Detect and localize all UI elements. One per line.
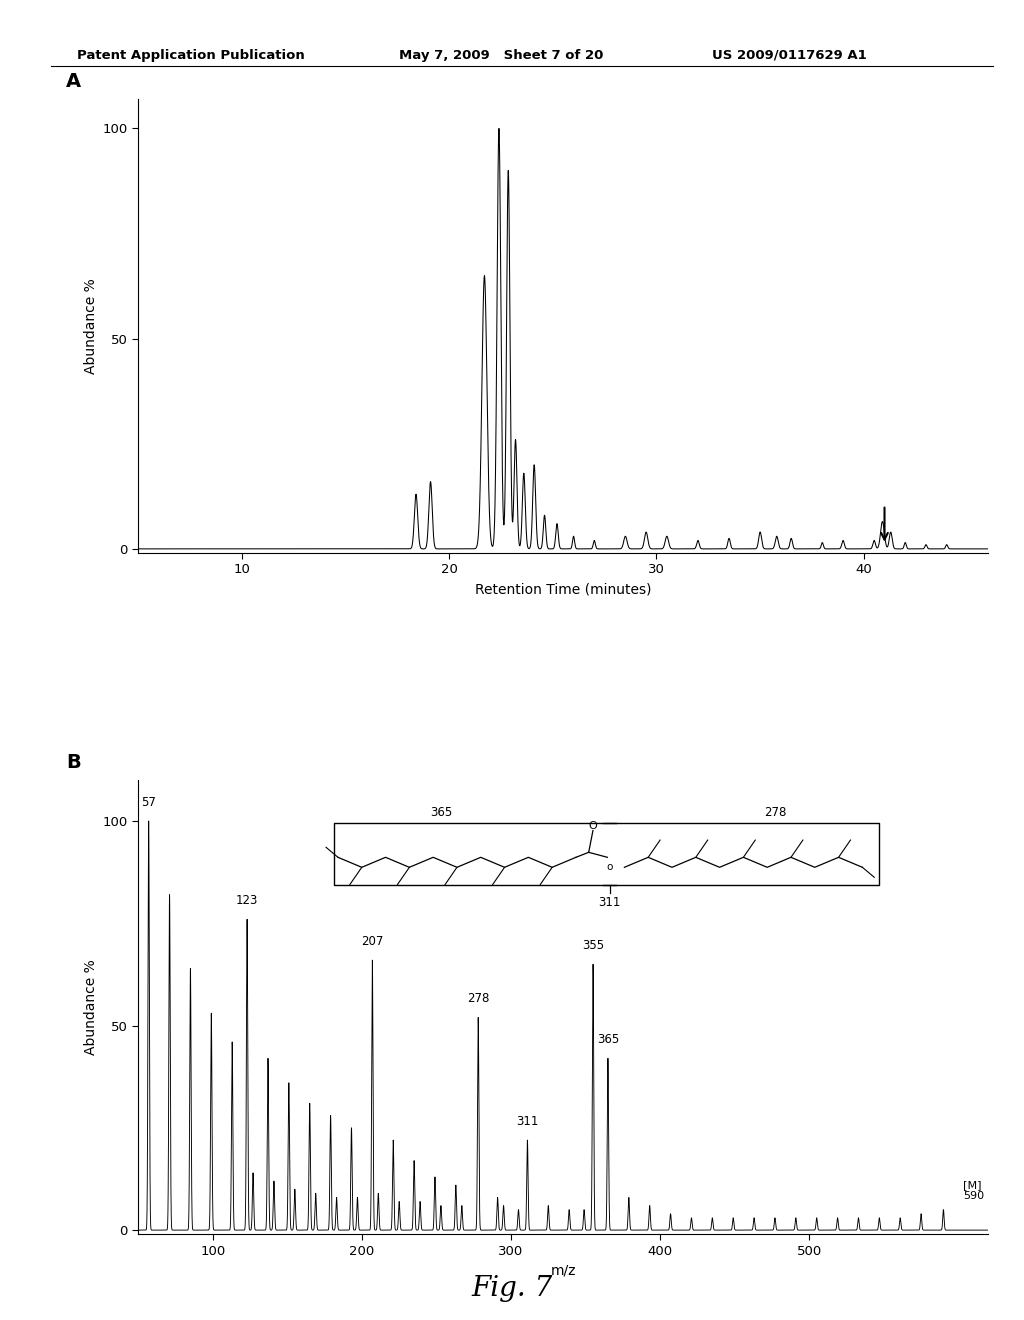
Y-axis label: Abundance %: Abundance % <box>84 960 98 1055</box>
Y-axis label: Abundance %: Abundance % <box>84 279 98 374</box>
Text: 57: 57 <box>141 796 156 809</box>
Text: 278: 278 <box>467 993 489 1005</box>
Text: 278: 278 <box>764 805 786 818</box>
Text: o: o <box>607 862 613 871</box>
Text: Patent Application Publication: Patent Application Publication <box>77 49 304 62</box>
Text: 311: 311 <box>598 896 621 909</box>
Text: 365: 365 <box>430 805 452 818</box>
Text: 355: 355 <box>582 939 604 952</box>
Text: 311: 311 <box>516 1115 539 1127</box>
Text: Fig. 7: Fig. 7 <box>471 1275 553 1303</box>
X-axis label: Retention Time (minutes): Retention Time (minutes) <box>475 582 651 597</box>
Text: 207: 207 <box>361 935 384 948</box>
Text: US 2009/0117629 A1: US 2009/0117629 A1 <box>712 49 866 62</box>
X-axis label: m/z: m/z <box>551 1263 575 1278</box>
Text: O: O <box>589 821 597 830</box>
Text: 123: 123 <box>236 894 258 907</box>
Text: A: A <box>66 71 81 91</box>
Text: May 7, 2009   Sheet 7 of 20: May 7, 2009 Sheet 7 of 20 <box>399 49 604 62</box>
Text: B: B <box>66 752 81 772</box>
Text: [M]
590: [M] 590 <box>963 1180 984 1201</box>
Text: 365: 365 <box>597 1034 620 1045</box>
